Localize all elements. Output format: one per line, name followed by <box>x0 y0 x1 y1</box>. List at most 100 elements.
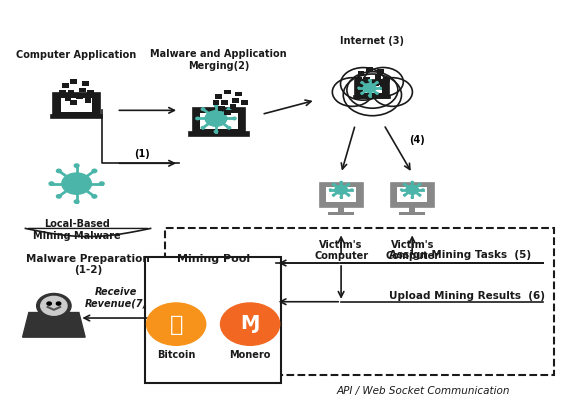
FancyBboxPatch shape <box>51 116 103 119</box>
Bar <box>62 84 69 89</box>
FancyBboxPatch shape <box>326 188 356 202</box>
FancyBboxPatch shape <box>200 114 238 130</box>
Bar <box>230 105 237 110</box>
Bar <box>232 99 239 103</box>
Circle shape <box>343 75 401 117</box>
Bar <box>328 213 354 215</box>
Circle shape <box>369 81 370 82</box>
Bar <box>360 84 367 89</box>
Bar <box>70 101 77 106</box>
Circle shape <box>347 184 350 186</box>
Bar <box>221 101 228 106</box>
Circle shape <box>422 189 424 191</box>
Bar <box>238 109 245 114</box>
Bar <box>68 90 74 95</box>
Circle shape <box>221 303 280 346</box>
Circle shape <box>369 96 370 97</box>
Bar <box>383 78 390 83</box>
Circle shape <box>99 182 104 186</box>
Circle shape <box>358 88 360 90</box>
Circle shape <box>340 68 386 101</box>
Text: (1): (1) <box>134 149 150 159</box>
Text: Upload Mining Results  (6): Upload Mining Results (6) <box>390 290 545 300</box>
Bar <box>354 78 361 83</box>
Bar <box>65 97 71 101</box>
Bar <box>366 88 373 93</box>
Bar <box>241 101 248 106</box>
FancyBboxPatch shape <box>189 133 249 137</box>
Bar <box>82 82 89 87</box>
Circle shape <box>92 170 97 173</box>
Circle shape <box>62 174 92 195</box>
Circle shape <box>201 127 205 130</box>
Circle shape <box>201 109 205 111</box>
Text: Receive
Revenue(7): Receive Revenue(7) <box>85 287 148 308</box>
Circle shape <box>363 84 376 93</box>
Circle shape <box>419 195 420 196</box>
Circle shape <box>332 79 373 107</box>
FancyBboxPatch shape <box>397 188 427 202</box>
Circle shape <box>404 184 406 186</box>
Circle shape <box>57 195 61 199</box>
Bar <box>399 213 425 215</box>
Circle shape <box>340 197 342 199</box>
Bar <box>165 229 554 375</box>
Circle shape <box>214 105 218 107</box>
Circle shape <box>232 118 236 120</box>
FancyBboxPatch shape <box>61 99 92 112</box>
Circle shape <box>74 164 79 168</box>
Circle shape <box>57 302 61 306</box>
Circle shape <box>335 186 347 195</box>
Text: Mining Pool: Mining Pool <box>176 254 250 263</box>
Bar <box>224 111 231 115</box>
Text: Monero: Monero <box>230 349 271 359</box>
Circle shape <box>419 184 420 186</box>
Circle shape <box>373 79 412 107</box>
Bar <box>338 206 345 213</box>
Circle shape <box>227 109 231 111</box>
Circle shape <box>363 68 404 97</box>
Bar <box>70 80 77 85</box>
FancyBboxPatch shape <box>193 108 245 135</box>
Text: Malware and Application
Merging(2): Malware and Application Merging(2) <box>151 49 287 70</box>
Text: Local-Based
Mining Malware: Local-Based Mining Malware <box>33 219 120 240</box>
Bar <box>224 90 231 95</box>
Text: Bitcoin: Bitcoin <box>157 349 195 359</box>
Bar <box>88 90 94 95</box>
Circle shape <box>332 195 335 196</box>
Circle shape <box>340 182 342 183</box>
Circle shape <box>332 184 335 186</box>
Circle shape <box>361 93 363 95</box>
Text: Victim's
Computer: Victim's Computer <box>385 239 439 261</box>
FancyBboxPatch shape <box>354 97 390 99</box>
Bar <box>76 94 83 99</box>
Bar <box>79 88 86 93</box>
Circle shape <box>376 93 378 95</box>
Circle shape <box>351 189 353 191</box>
Circle shape <box>401 189 402 191</box>
FancyBboxPatch shape <box>54 94 100 118</box>
Bar <box>85 99 92 103</box>
FancyBboxPatch shape <box>319 183 363 207</box>
Bar <box>235 92 242 97</box>
Text: Assign Mining Tasks  (5): Assign Mining Tasks (5) <box>390 249 531 259</box>
Circle shape <box>41 297 67 315</box>
Circle shape <box>227 127 231 130</box>
Circle shape <box>214 131 218 134</box>
Circle shape <box>205 112 227 127</box>
Circle shape <box>47 302 51 306</box>
Circle shape <box>74 200 79 204</box>
Bar <box>59 90 66 95</box>
Text: Malware Preparation
(1-2): Malware Preparation (1-2) <box>26 253 150 275</box>
Circle shape <box>411 197 413 199</box>
Circle shape <box>196 118 199 120</box>
Circle shape <box>411 182 413 183</box>
Bar <box>357 72 364 77</box>
Circle shape <box>406 186 419 195</box>
Bar <box>377 70 384 75</box>
Circle shape <box>37 294 71 318</box>
Circle shape <box>347 72 398 109</box>
Circle shape <box>147 303 206 346</box>
Circle shape <box>49 182 54 186</box>
Bar <box>366 68 373 73</box>
